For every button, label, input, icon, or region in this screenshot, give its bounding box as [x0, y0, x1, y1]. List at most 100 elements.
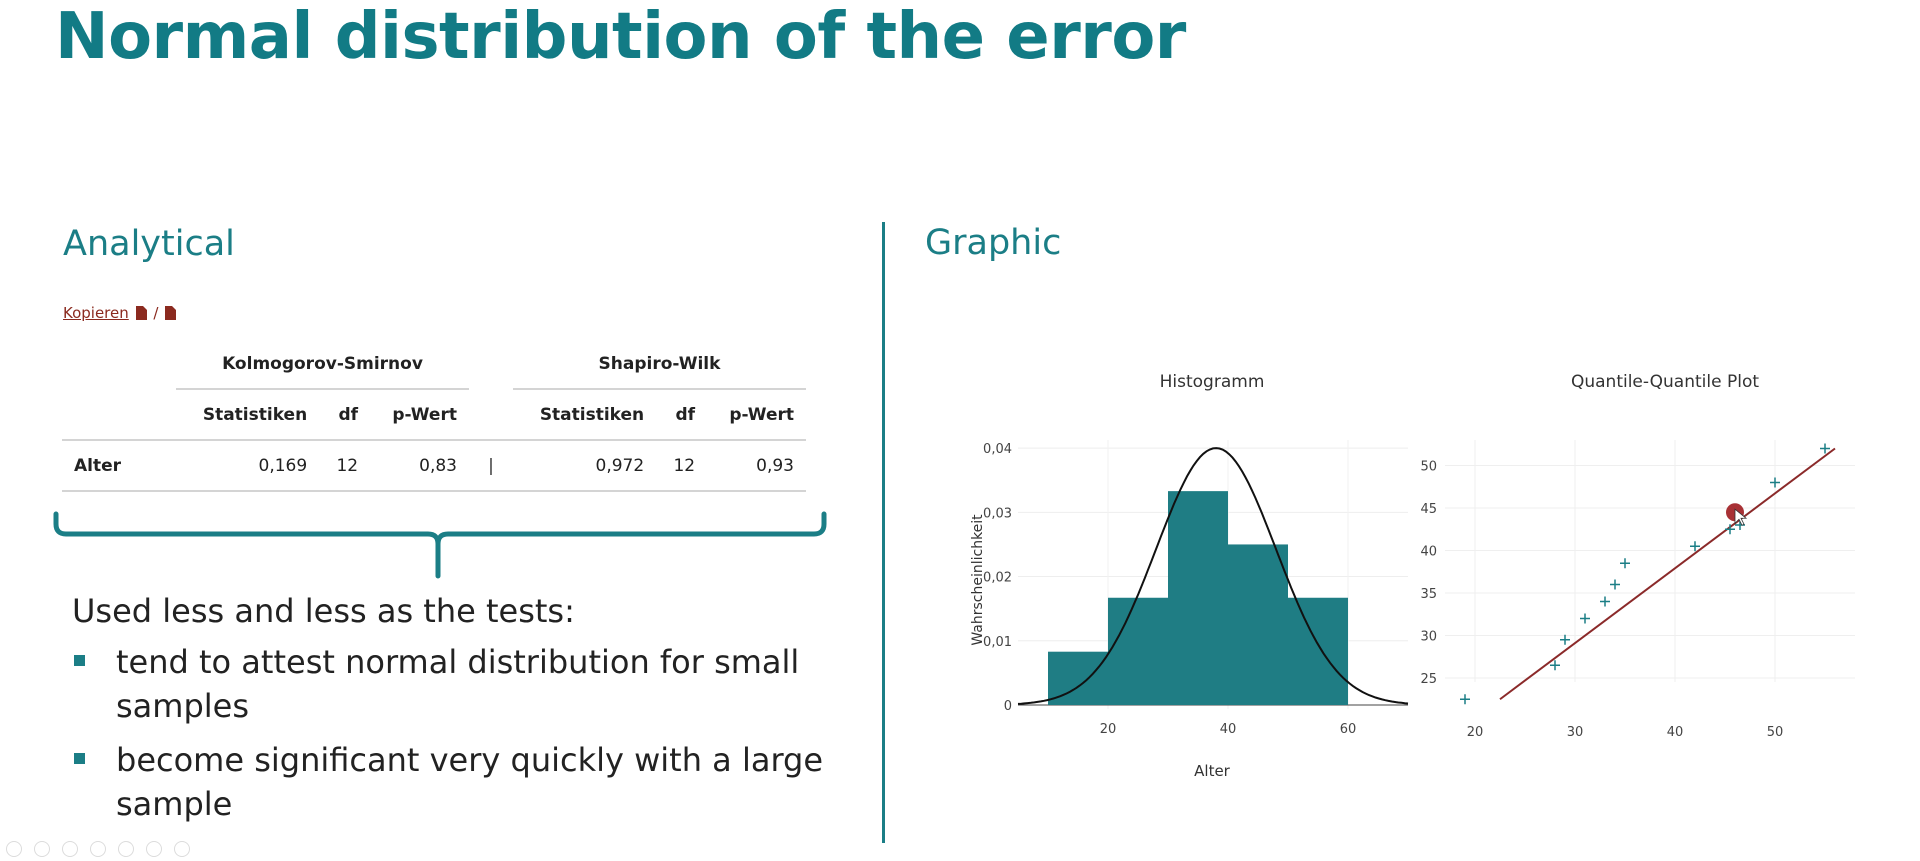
x-tick-label: 40 [1667, 725, 1684, 740]
group-header-kolmogorov: Kolmogorov-Smirnov [176, 339, 469, 390]
cell-sw-pvalue: 0,93 [707, 440, 806, 492]
graphic-heading: Graphic [925, 223, 1062, 263]
qq-points [1460, 443, 1830, 705]
table-group-header-row: Kolmogorov-Smirnov Shapiro-Wilk [62, 339, 806, 390]
curly-brace [53, 511, 827, 579]
pen-icon[interactable] [62, 841, 78, 857]
slideshow-toolbar [6, 841, 202, 861]
y-tick-label: 0 [1004, 699, 1012, 714]
column-header-ks-pvalue: p-Wert [370, 389, 469, 441]
notes-lead: Used less and less as the tests: [72, 592, 575, 630]
qq-plot-grid [1445, 440, 1855, 682]
column-header-sw-df: df [656, 389, 708, 441]
copy-icon[interactable] [90, 841, 106, 857]
histogram-title: Histogramm [1160, 372, 1265, 392]
forward-icon[interactable] [34, 841, 50, 857]
qq-point [1560, 634, 1570, 645]
bullet-text: become significant very quickly with a l… [116, 741, 824, 823]
histogram-y-ticks: 0 0,01 0,02 0,03 0,04 [983, 442, 1012, 714]
qq-point [1725, 524, 1735, 535]
qq-point [1820, 443, 1830, 454]
column-header-ks-df: df [319, 389, 371, 441]
cell-sw-df: 12 [656, 440, 708, 492]
y-tick-label: 0,03 [983, 506, 1012, 521]
row-label: Alter [62, 440, 176, 492]
y-tick-label: 0,01 [983, 635, 1012, 650]
y-tick-label: 50 [1420, 460, 1437, 475]
cell-sw-statistic: 0,972 [512, 440, 657, 492]
notes-list: tend to attest normal distribution for s… [72, 640, 832, 826]
qq-point [1690, 541, 1700, 552]
square-bullet-icon [74, 655, 85, 666]
x-tick-label: 20 [1100, 722, 1117, 737]
x-tick-label: 40 [1220, 722, 1237, 737]
list-item: become significant very quickly with a l… [72, 738, 832, 826]
cell-ks-df: 12 [319, 440, 371, 492]
table-column-header-row: Statistiken df p-Wert Statistiken df p-W… [62, 389, 806, 441]
word-doc-icon[interactable] [135, 306, 147, 320]
x-tick-label: 50 [1767, 725, 1784, 740]
y-tick-label: 30 [1420, 630, 1437, 645]
text-cursor: | [468, 440, 513, 492]
column-header-empty [62, 389, 176, 441]
screen-icon[interactable] [146, 841, 162, 857]
cursor-arrow [1734, 508, 1748, 526]
excel-doc-icon[interactable] [165, 306, 177, 320]
histogram-bars [1048, 491, 1348, 705]
copy-links: Kopieren / [63, 304, 178, 322]
histogram-bar [1168, 491, 1228, 705]
qq-point [1610, 579, 1620, 590]
qq-point [1620, 558, 1630, 569]
y-tick-label: 45 [1420, 502, 1437, 517]
table-row: Alter 0,169 12 0,83 | 0,972 12 0,93 [62, 440, 806, 492]
back-icon[interactable] [6, 841, 22, 857]
column-header-ks-statistic: Statistiken [176, 389, 320, 441]
copy-link[interactable]: Kopieren [63, 304, 129, 322]
y-tick-label: 0,02 [983, 571, 1012, 586]
histogram-y-label: Wahrscheinlichkeit [970, 514, 986, 646]
qq-x-ticks: 20 30 40 50 [1467, 725, 1784, 740]
y-tick-label: 40 [1420, 545, 1437, 560]
qq-point [1580, 613, 1590, 624]
slide-title: Normal distribution of the error [55, 0, 1186, 74]
qq-plot-title: Quantile-Quantile Plot [1571, 372, 1759, 392]
qq-plot-chart: Quantile-Quantile Plot 20 30 40 50 25 30 35 40… [1420, 372, 1855, 740]
x-tick-label: 20 [1467, 725, 1484, 740]
qq-point [1600, 596, 1610, 607]
analytical-heading: Analytical [63, 224, 235, 264]
x-tick-label: 60 [1340, 722, 1357, 737]
qq-y-ticks: 25 30 35 40 45 50 [1420, 460, 1437, 688]
x-tick-label: 30 [1567, 725, 1584, 740]
normality-tests-table: Kolmogorov-Smirnov Shapiro-Wilk Statisti… [62, 339, 806, 492]
square-bullet-icon [74, 753, 85, 764]
column-header-sw-pvalue: p-Wert [707, 389, 806, 441]
mouse-cursor-icon [1726, 503, 1748, 526]
y-tick-label: 0,04 [983, 442, 1012, 457]
notes-block: Used less and less as the tests: tend to… [72, 592, 832, 836]
cell-ks-pvalue: 0,83 [370, 440, 469, 492]
qq-point [1770, 477, 1780, 488]
group-header-shapiro: Shapiro-Wilk [512, 339, 806, 390]
bullet-text: tend to attest normal distribution for s… [116, 643, 800, 725]
reference-line [1499, 447, 1836, 701]
histogram-density-curve [1017, 447, 1409, 705]
histogram-chart: Histogramm 20 40 60 0 0,01 0,02 0,03 0,04 Alte… [970, 372, 1409, 780]
column-header-gap [468, 389, 513, 441]
column-header-sw-statistic: Statistiken [512, 389, 657, 441]
histogram-bar [1288, 597, 1348, 705]
y-tick-label: 25 [1420, 672, 1437, 687]
qq-point [1460, 694, 1470, 705]
y-tick-label: 35 [1420, 587, 1437, 602]
vertical-divider [882, 222, 885, 843]
density-curve [1017, 447, 1409, 705]
more-icon[interactable] [174, 841, 190, 857]
copy-separator: / [153, 304, 159, 322]
list-item: tend to attest normal distribution for s… [72, 640, 832, 728]
qq-point [1550, 660, 1560, 671]
histogram-bar [1228, 544, 1288, 705]
histogram-x-ticks: 20 40 60 [1100, 722, 1357, 737]
cell-ks-statistic: 0,169 [176, 440, 320, 492]
zoom-icon[interactable] [118, 841, 134, 857]
histogram-bar [1108, 597, 1168, 705]
